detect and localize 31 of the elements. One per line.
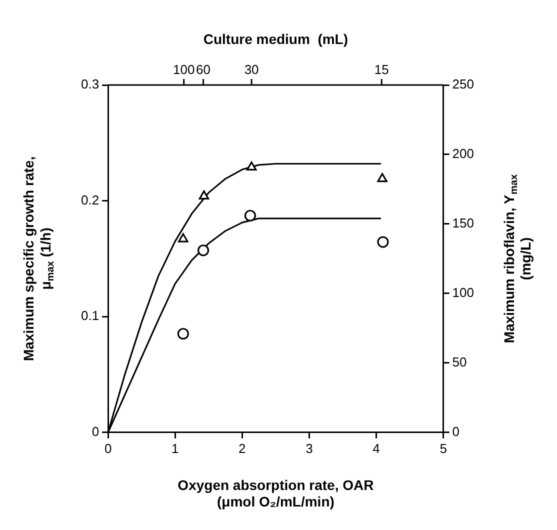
y2-tick-label: 50 [452,354,467,370]
annotation: 60 [196,62,211,78]
x-tick-label: 3 [306,440,313,456]
y2-tick-label: 150 [452,216,474,231]
point [377,173,388,182]
point [177,328,189,340]
y-tick-label: 0.1 [80,308,100,324]
point [178,233,188,242]
x-tick-label: 1 [172,440,179,456]
annotation: 100 [172,62,195,78]
point [244,210,256,222]
x-tick-label: 2 [238,440,246,456]
x-tick-label: 0 [104,440,112,456]
y2-tick-label: 250 [452,76,474,92]
y2-tick-label: 0 [452,424,460,439]
point [377,236,389,248]
x-tick-label: 5 [440,440,447,456]
y2-tick-label: 200 [452,146,474,162]
y-tick-label: 0.2 [80,192,100,208]
text: Maximum riboflavin, Ymax (mg/L) [500,174,534,344]
annotation: 15 [374,62,389,78]
y-tick-label: 0 [92,424,100,439]
x-axis-title: Oxygen absorption rate, OAR (μmol O₂/mL/min) [178,476,374,510]
y2-tick-label: 100 [452,285,474,300]
y-tick-label: 0.3 [80,76,100,92]
point [197,244,210,256]
point [246,161,257,171]
point [198,190,210,200]
x2-axis-title: Culture medium (mL) [203,30,348,47]
x-tick-label: 4 [372,440,380,456]
annotation: 30 [244,62,259,78]
